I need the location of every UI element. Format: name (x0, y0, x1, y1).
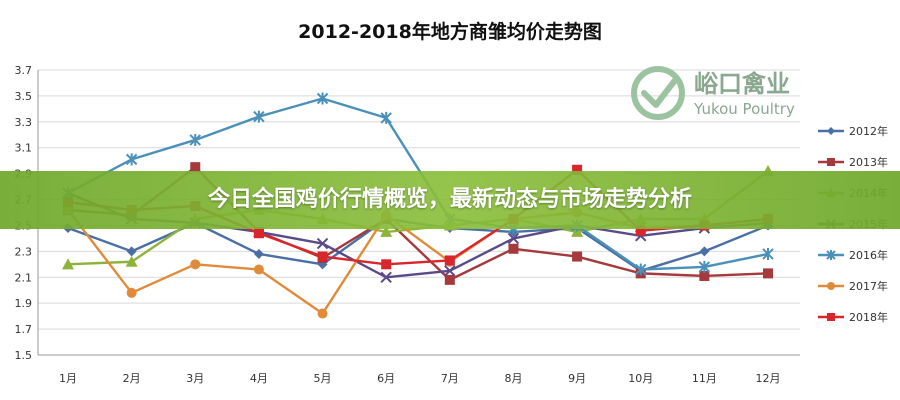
data-point (444, 274, 455, 285)
data-point (698, 260, 711, 273)
logo-name-en: Yukou Poultry (693, 100, 795, 118)
x-tick-label: 12月 (756, 372, 781, 385)
data-point (190, 162, 201, 173)
legend-item: 2012年 (818, 124, 888, 138)
data-point (253, 110, 265, 123)
logo-mark-icon (631, 66, 685, 120)
x-tick-label: 1月 (59, 372, 77, 385)
legend-item: 2018年 (818, 310, 888, 324)
series-line (67, 97, 769, 271)
y-tick-label: 1.5 (15, 349, 33, 362)
data-point (317, 251, 328, 262)
legend-label: 2018年 (849, 310, 888, 324)
y-tick-label: 3.5 (15, 90, 33, 103)
x-tick-label: 6月 (377, 372, 395, 385)
x-tick-label: 9月 (568, 372, 586, 385)
data-point (190, 259, 201, 270)
y-tick-label: 2.1 (15, 271, 33, 284)
data-point (444, 255, 455, 266)
data-point (126, 287, 137, 298)
data-point (62, 258, 74, 270)
yukou-logo: 峪口禽业 Yukou Poultry (631, 66, 795, 120)
data-point (380, 225, 393, 237)
data-point (253, 248, 264, 259)
data-point (380, 271, 392, 283)
data-point (507, 232, 520, 245)
data-point (572, 164, 583, 175)
data-point (635, 225, 646, 236)
legend-label: 2012年 (849, 124, 888, 138)
x-tick-label: 2月 (123, 372, 141, 385)
data-point (827, 127, 835, 135)
data-point (572, 251, 583, 262)
data-point (125, 255, 138, 267)
data-point (635, 263, 647, 276)
data-point (317, 308, 328, 319)
data-point (826, 250, 836, 260)
logo-name-cn: 峪口禽业 (694, 70, 790, 98)
y-tick-label: 3.7 (15, 64, 33, 77)
data-point (126, 246, 137, 257)
data-point (762, 247, 774, 260)
legend-item: 2013年 (818, 155, 888, 169)
data-point (381, 259, 392, 270)
x-tick-label: 5月 (314, 372, 332, 385)
data-point (508, 243, 519, 254)
data-point (827, 282, 835, 290)
legend-item: 2017年 (818, 279, 888, 293)
headline-text: 今日全国鸡价行情概览，最新动态与市场走势分析 (207, 187, 692, 212)
data-point (699, 246, 710, 257)
y-tick-label: 1.9 (15, 297, 33, 310)
legend-item: 2016年 (818, 248, 888, 262)
x-tick-label: 10月 (628, 372, 653, 385)
y-tick-label: 2.3 (15, 245, 33, 258)
headline-banner: 今日全国鸡价行情概览，最新动态与市场走势分析 (0, 171, 900, 229)
x-tick-label: 7月 (441, 372, 459, 385)
data-point (827, 313, 835, 321)
data-point (827, 158, 835, 166)
x-tick-label: 4月 (250, 372, 268, 385)
data-point (125, 153, 138, 166)
y-tick-label: 3.1 (15, 142, 33, 155)
data-point (253, 264, 264, 275)
legend-label: 2017年 (849, 279, 888, 293)
x-tick-labels: 1月 2月 3月 4月 5月 6月 7月 8月 9月 10月 11月 12月 (59, 372, 781, 385)
data-point (444, 265, 456, 277)
y-tick-label: 3.3 (15, 116, 33, 129)
legend-label: 2016年 (849, 248, 888, 262)
data-point (763, 268, 773, 279)
x-tick-label: 3月 (186, 372, 204, 385)
data-point (380, 111, 392, 124)
logo-check-icon (641, 76, 679, 108)
data-point (253, 228, 264, 239)
data-point (316, 237, 329, 250)
chart-title: 2012-2018年地方商雏均价走势图 (298, 20, 602, 43)
data-point (316, 92, 329, 105)
data-point (699, 270, 710, 281)
legend-label: 2013年 (849, 155, 888, 169)
x-tick-label: 11月 (692, 372, 717, 385)
data-point (189, 133, 201, 146)
y-tick-label: 1.7 (15, 323, 33, 336)
x-tick-label: 8月 (504, 372, 522, 385)
